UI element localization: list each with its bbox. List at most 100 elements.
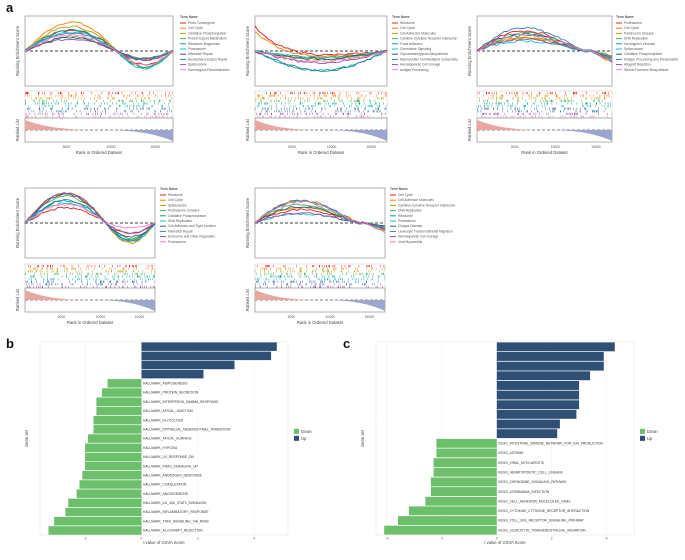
bar-category-label: KEGG_CHEMOKINE_SIGNALING_PATHWAY	[498, 480, 567, 484]
gsea-curve-9	[254, 49, 388, 65]
legend-swatch	[640, 435, 645, 441]
gsea-curve-3	[24, 25, 174, 69]
bar-category-label: HALLMARK_KRAS_SIGNALING_UP	[143, 464, 199, 468]
gsea-score-frame	[24, 15, 174, 87]
bar	[93, 415, 142, 425]
bar	[141, 351, 272, 361]
legend-label: Down	[301, 429, 312, 434]
legend-item-label: Spliceosome	[624, 47, 643, 51]
x-tick-label: 5000	[288, 145, 296, 149]
legend-item-label: Oxidative Phosphorylation	[624, 52, 662, 56]
bar-category-label: HALLMARK_EPITHELIAL_MESENCHYMAL_TRANSITI…	[143, 428, 231, 432]
legend-item-label: Mismatch Repair	[168, 229, 194, 233]
legend-item-label: DNA Replication	[624, 37, 648, 41]
bar-category-label: HALLMARK_INFLAMMATORY_RESPONSE	[143, 510, 209, 514]
bar	[76, 489, 142, 498]
legend-item-label: Cell Cycle	[398, 193, 413, 197]
legend-item-label: Chemokine Signaling	[400, 47, 431, 51]
y-axis-label: Gene set	[24, 429, 29, 447]
gsea-curve-9	[24, 192, 156, 234]
gsea-curve-8	[254, 49, 388, 72]
x-tick-label: 5000	[288, 315, 296, 319]
y-axis-label-score: Running Enrichment Score	[467, 25, 472, 76]
x-tick-label: -4	[385, 537, 388, 541]
bar	[102, 388, 142, 397]
bar-category-label: KEGG_CELL_CYCLE	[463, 355, 496, 359]
bar-category-label: KEGG_LEISHMANIA_INFECTION	[498, 490, 550, 494]
x-tick-label: 15000	[151, 145, 161, 149]
legend-item-label: Proteasome Complex	[168, 209, 200, 213]
bar	[82, 471, 142, 480]
bar	[496, 361, 604, 371]
x-tick-label: 15000	[365, 315, 375, 319]
gsea-curve-5	[24, 199, 156, 241]
gsea-curve-6	[476, 39, 613, 61]
bar	[141, 342, 277, 351]
legend-item-label: Glycosaminoglycan Biosynthesis	[400, 52, 448, 56]
bar	[107, 379, 142, 388]
legend-swatch	[294, 428, 299, 434]
legend-item-label: Parkinson's Disease	[624, 31, 654, 35]
legend-item-label: Oxidative Phosphorylation	[188, 31, 226, 35]
legend-item-label: Cell Cycle	[624, 26, 639, 30]
bar-category-label: KEGG_GLYCOSYLPHOSPHATIDYLINOSITOL_GPI_AN…	[376, 422, 496, 426]
bar-category-label: HALLMARK_G2M_CHECKPOINT	[90, 354, 140, 358]
bar-category-label: HALLMARK_ANDROGEN_RESPONSE	[143, 473, 203, 477]
gsea-curve-1	[254, 25, 388, 56]
legend-item-label: Spliceosome	[168, 203, 187, 207]
legend-item-label: Endocrine and Other Regulation	[168, 235, 215, 239]
gsea-curve-10	[254, 200, 386, 234]
bar	[398, 516, 497, 525]
gsea-curve-10	[24, 33, 174, 66]
legend-item-label: Ribosome	[168, 193, 183, 197]
legend-item-label: Spliceosome	[188, 63, 207, 67]
bar-category-label: KEGG_LEUKOCYTE_TRANSENDOTHELIAL_MIGRATIO…	[498, 528, 586, 532]
x-tick-label: 10000	[551, 145, 561, 149]
x-axis-label: t value of GSVA Score	[143, 540, 185, 545]
y-axis-label-score: Running Enrichment Score	[245, 25, 250, 76]
bar-category-label: KEGG_VIRAL_MYOCARDITIS	[498, 461, 544, 465]
bar-category-label: KEGG_HEMATOPOIETIC_CELL_LINEAGE	[498, 470, 563, 474]
gsea-curve-8	[24, 198, 156, 242]
bar	[430, 477, 497, 487]
x-axis-label: Rank in Ordered Dataset	[297, 320, 344, 325]
legend-item-label: Ribosome	[398, 214, 413, 218]
legend-title: Term Name	[616, 15, 634, 19]
y-axis-label-ranked: Ranked List	[245, 288, 250, 311]
legend-item-label: Proteasome	[624, 21, 642, 25]
bar	[384, 525, 497, 535]
bar	[68, 498, 142, 508]
bar-category-label: KEGG_DNA_REPLICATION	[453, 345, 496, 349]
bar	[496, 429, 558, 439]
y-axis-label-ranked: Ranked List	[245, 118, 250, 141]
x-tick-label: -2	[440, 537, 443, 541]
panel-label-a: a	[6, 0, 14, 15]
x-tick-label: 2	[197, 537, 199, 541]
bar	[496, 342, 615, 352]
gsea-curve-10	[254, 50, 388, 63]
bar	[436, 438, 497, 448]
bar-category-label: HALLMARK_IL6_JAK_STAT3_SIGNALING	[143, 501, 207, 505]
legend-item-label: Proteasome	[168, 240, 186, 244]
bar-category-label: KEGG_CYTOKINE_CYTOKINE_RECEPTOR_INTERACT…	[498, 509, 590, 513]
bar	[54, 517, 142, 526]
bar-category-label: KEGG_SPLICEOSOME	[460, 403, 496, 407]
x-tick-label: 10000	[326, 315, 336, 319]
legend-title: Term Name	[390, 187, 408, 191]
bar-category-label: HALLMARK_GLYCOLYSIS	[143, 418, 184, 422]
x-tick-label: 4	[253, 537, 255, 541]
legend-item-label: Cell Adhesion Molecules	[398, 198, 434, 202]
bar	[141, 369, 204, 379]
bar-category-label: KEGG_BASE_EXCISION_REPAIR	[444, 393, 496, 397]
bar	[96, 397, 142, 406]
bar-category-label: HALLMARK_ADIPOGENESIS	[143, 382, 188, 386]
ranked-negative-area	[314, 130, 387, 141]
legend-label: Down	[647, 429, 658, 434]
bar	[141, 360, 235, 370]
legend-item-label: Huntington's Disease	[624, 42, 655, 46]
y-axis-label-ranked: Ranked List	[467, 118, 472, 141]
x-axis-label: Rank in Ordered Dataset	[67, 320, 114, 325]
ranked-positive-area	[25, 290, 97, 300]
legend-item-label: Proteasome	[188, 47, 206, 51]
bar	[496, 390, 580, 400]
